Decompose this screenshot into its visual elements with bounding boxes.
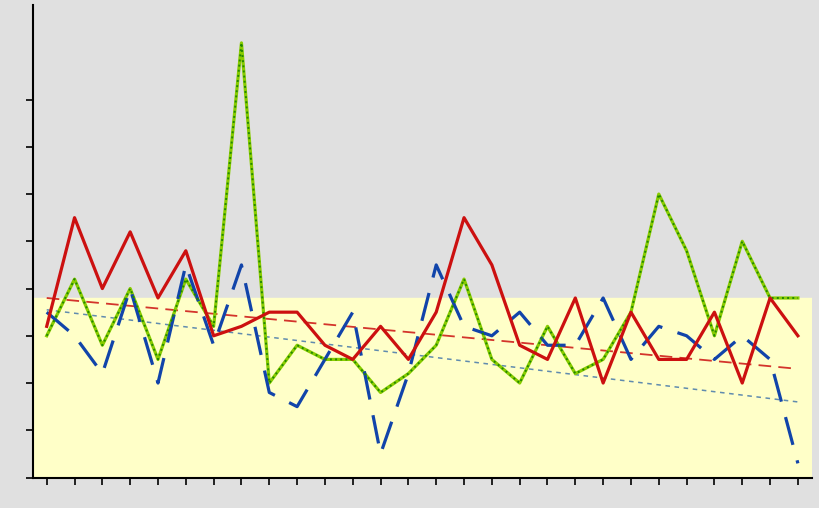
Bar	[33, 298, 811, 478]
